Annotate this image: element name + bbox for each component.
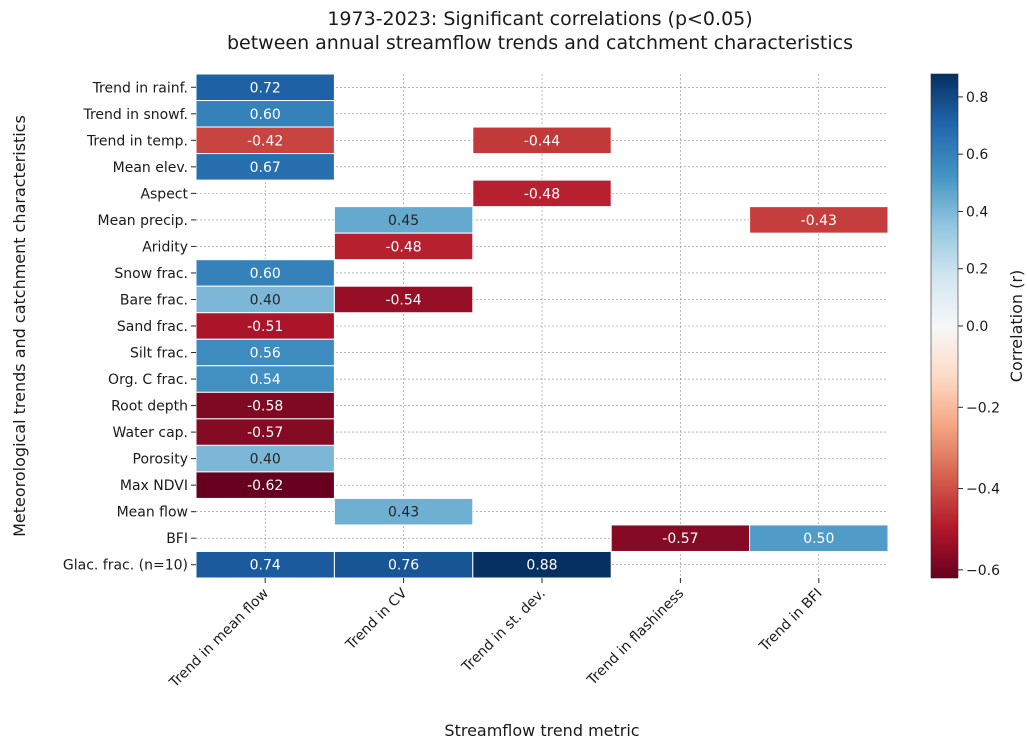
cell-value-label: -0.42: [247, 133, 283, 149]
row-tick-label: BFI: [166, 531, 188, 547]
cell-value-label: -0.58: [247, 399, 283, 415]
heatmap-cell: [195, 418, 335, 446]
row-tick-labels: Trend in rainf. Trend in snowf. Trend in t…: [63, 80, 196, 574]
heatmap-cell: [333, 206, 474, 234]
row-tick-label: Snow frac.: [114, 266, 188, 282]
row-tick-label: Glac. frac. (n=10): [63, 558, 188, 574]
cell-value-label: 0.40: [250, 452, 281, 468]
row-tick-label: Aridity: [142, 239, 188, 255]
heatmap-cell: [195, 550, 335, 579]
cell-value-label: 0.74: [250, 558, 281, 574]
cell-value-label: 0.60: [250, 107, 281, 123]
heatmap-cells: 0.72 0.60 -0.42 -0.44 0.67 -0.48 0.45 -0.43 -0.4…: [195, 73, 889, 579]
row-tick-label: Bare frac.: [120, 292, 188, 308]
column-tick-label: Trend in mean flow: [166, 586, 272, 692]
row-tick-label: Mean flow: [117, 505, 188, 521]
cell-value-label: 0.67: [250, 160, 281, 176]
heatmap-cell: [610, 524, 751, 552]
cell-value-label: -0.57: [662, 531, 698, 547]
cell-value-label: -0.48: [524, 186, 560, 202]
row-tick-label: Trend in rainf.: [92, 80, 188, 96]
heatmap-cell: [472, 126, 612, 155]
row-tick-label: Silt frac.: [130, 346, 188, 362]
row-tick-label: Mean precip.: [98, 213, 188, 229]
chart-subtitle: between annual streamflow trends and cat…: [227, 32, 853, 54]
cell-value-label: -0.54: [385, 292, 421, 308]
column-tick-label: Trend in flashiness: [584, 586, 688, 690]
cell-value-label: 0.54: [250, 372, 281, 388]
cell-value-label: -0.48: [385, 239, 421, 255]
row-tick-label: Root depth: [111, 399, 188, 415]
heatmap-cell: [472, 179, 612, 208]
row-tick-label: Aspect: [140, 186, 188, 202]
heatmap-cell: [333, 232, 474, 261]
cell-value-label: 0.88: [526, 558, 557, 574]
heatmap-cell: [195, 285, 335, 314]
row-tick-label: Org. C frac.: [108, 372, 188, 388]
heatmap-cell: [195, 471, 335, 499]
colorbar-tick-label: 0.8: [966, 90, 988, 106]
column-tick-label: Trend in st. dev.: [458, 586, 548, 676]
cell-value-label: 0.72: [250, 80, 281, 96]
column-tick-label: Trend in BFI: [756, 586, 826, 656]
colorbar: [930, 73, 959, 579]
row-tick-label: Water cap.: [113, 425, 188, 441]
heatmap-cell: [195, 259, 335, 287]
x-axis-label: Streamflow trend metric: [444, 721, 639, 740]
row-tick-label: Max NDVI: [120, 478, 188, 494]
cell-value-label: 0.43: [388, 505, 419, 521]
column-tick-label: Trend in CV: [342, 585, 410, 653]
row-tick-label: Mean elev.: [113, 160, 188, 176]
colorbar-label: Correlation (r): [1007, 270, 1026, 382]
cell-value-label: 0.45: [388, 213, 419, 229]
colorbar-tick-label: −0.2: [966, 400, 1000, 416]
cell-value-label: -0.44: [524, 133, 560, 149]
colorbar-tick-label: 0.4: [966, 204, 988, 220]
cell-value-label: 0.40: [250, 292, 281, 308]
heatmap-cell: [195, 444, 335, 473]
heatmap-cell: [749, 524, 889, 552]
cell-value-label: 0.50: [803, 531, 834, 547]
heatmap-cell: [195, 100, 335, 128]
cell-value-label: 0.60: [250, 266, 281, 282]
heatmap-cell: [195, 338, 335, 367]
cell-value-label: -0.62: [247, 478, 283, 494]
heatmap-cell: [195, 365, 335, 393]
heatmap-cell: [472, 550, 612, 579]
heatmap-cell: [195, 126, 335, 155]
row-tick-label: Porosity: [133, 452, 188, 468]
colorbar-tick-label: 0.0: [966, 319, 988, 335]
cell-value-label: -0.57: [247, 425, 283, 441]
column-tick-labels: Trend in mean flow Trend in CV Trend in st…: [166, 578, 826, 692]
heatmap-cell: [333, 497, 474, 526]
colorbar-tick-label: 0.6: [966, 147, 988, 163]
row-tick-label: Sand frac.: [117, 319, 188, 335]
row-tick-label: Trend in temp.: [86, 133, 188, 149]
cell-value-label: 0.76: [388, 558, 419, 574]
chart-title: 1973-2023: Significant correlations (p<0…: [327, 8, 752, 30]
cell-value-label: 0.56: [250, 346, 281, 362]
heatmap-cell: [195, 312, 335, 340]
colorbar-ticks: −0.6 −0.4 −0.2 0.0 0.2 0.4 0.6 0.8: [958, 90, 1000, 579]
y-axis-label: Meteorological trends and catchment char…: [10, 115, 29, 537]
heatmap-cell: [333, 285, 474, 314]
row-tick-label: Trend in snowf.: [82, 107, 188, 123]
cell-value-label: -0.51: [247, 319, 283, 335]
colorbar-tick-label: −0.6: [966, 563, 1000, 579]
cell-value-label: -0.43: [801, 213, 837, 229]
heatmap-cell: [749, 206, 889, 234]
colorbar-tick-label: 0.2: [966, 262, 988, 278]
colorbar-tick-label: −0.4: [966, 482, 1000, 498]
